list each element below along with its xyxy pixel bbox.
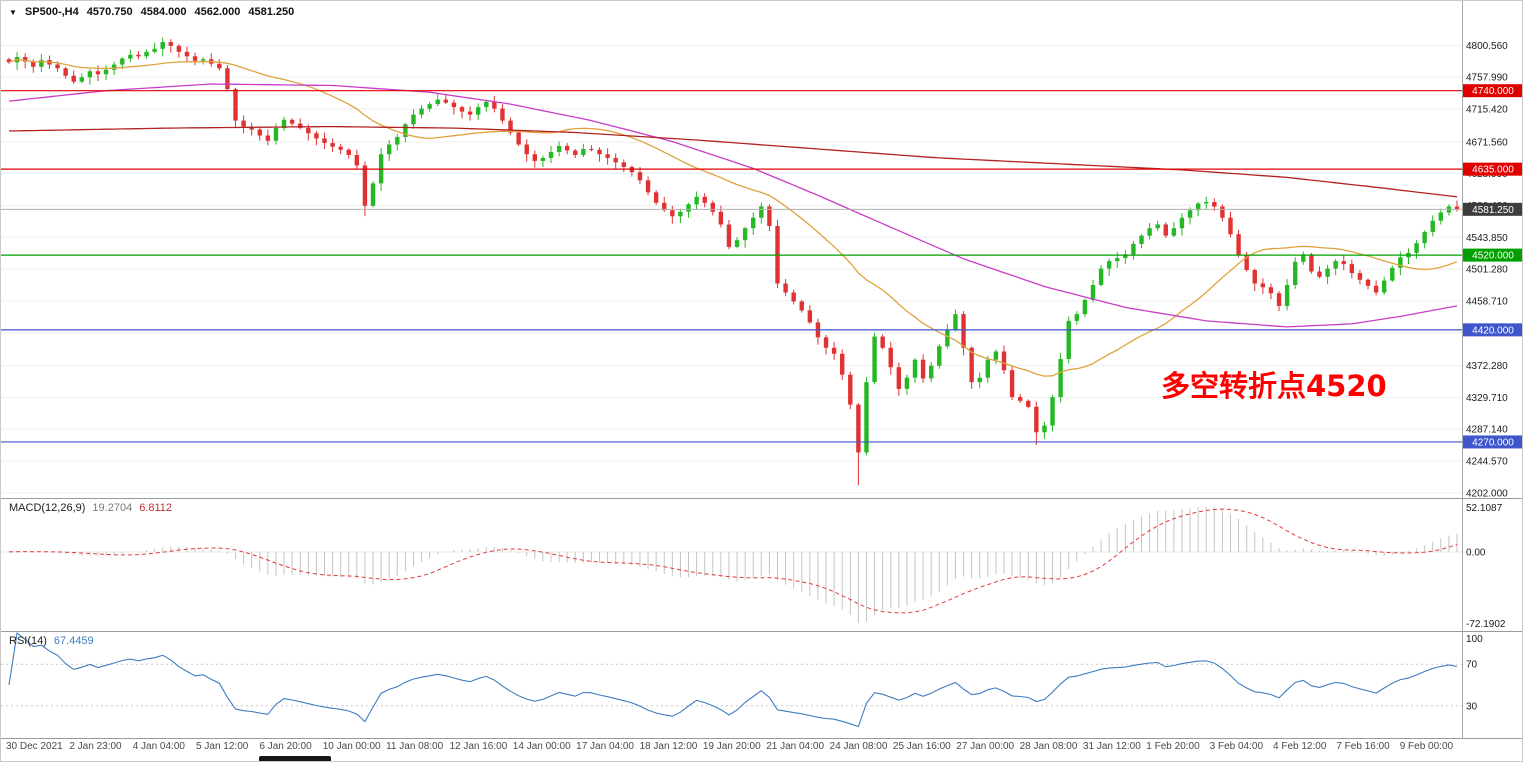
svg-text:4800.560: 4800.560	[1466, 41, 1508, 52]
symbol-timeframe-label: SP500-,H4	[24, 6, 79, 18]
price-badge: 4635.000	[1463, 162, 1522, 176]
date-tick-label: 11 Jan 08:00	[386, 741, 444, 752]
date-tick-label: 4 Feb 12:00	[1273, 741, 1327, 752]
date-tick-label: 18 Jan 12:00	[639, 741, 698, 752]
macd-indicator-label: MACD(12,26,9) 19.2704 6.8112	[9, 502, 172, 514]
macd-histogram	[16, 507, 1458, 623]
ohlc-open-value: 4570.750	[86, 6, 133, 18]
svg-text:4671.560: 4671.560	[1466, 137, 1508, 148]
price-badge: 4270.000	[1463, 435, 1522, 449]
rsi-panel-canvas[interactable]: 100 70 30	[1, 632, 1523, 738]
date-tick-label: 27 Jan 00:00	[956, 741, 1015, 752]
macd-signal-value: 6.8112	[139, 502, 173, 514]
svg-text:0.00: 0.00	[1466, 547, 1486, 558]
price-annotation-text: 多空转折点4520	[1161, 369, 1387, 403]
date-tick-label: 21 Jan 04:00	[766, 741, 825, 752]
price-badge: 4740.000	[1463, 84, 1522, 98]
svg-text:30: 30	[1466, 701, 1478, 712]
panel-divider[interactable]	[1, 631, 1522, 632]
price-badge: 4581.250	[1463, 202, 1522, 216]
ohlc-close-value: 4581.250	[248, 6, 295, 18]
svg-text:4329.710: 4329.710	[1466, 393, 1508, 404]
svg-text:4244.570: 4244.570	[1466, 456, 1508, 467]
ma-medium-line	[8, 83, 1458, 328]
svg-text:4520.000: 4520.000	[1472, 251, 1514, 262]
date-tick-label: 31 Jan 12:00	[1082, 741, 1141, 752]
date-tick-label: 9 Feb 00:00	[1399, 741, 1454, 752]
date-tick-label: 14 Jan 00:00	[512, 741, 571, 752]
panel-divider[interactable]	[1, 498, 1522, 499]
price-grid: 4800.5604757.9904715.4204671.5604628.990…	[1, 41, 1508, 498]
macd-name: MACD(12,26,9)	[9, 502, 86, 514]
svg-text:4202.000: 4202.000	[1466, 488, 1508, 498]
date-tick-label: 17 Jan 04:00	[576, 741, 634, 752]
date-tick-label: 28 Jan 08:00	[1019, 741, 1078, 752]
svg-text:4740.000: 4740.000	[1472, 86, 1514, 97]
ohlc-high-value: 4584.000	[140, 6, 187, 18]
macd-main-value: 19.2704	[92, 502, 133, 514]
ma-slow-line	[8, 125, 1458, 198]
svg-text:4458.710: 4458.710	[1466, 296, 1508, 307]
chart-menu-arrow-icon[interactable]: ▼	[9, 7, 17, 17]
price-badge: 4420.000	[1463, 323, 1522, 337]
date-tick-label: 7 Feb 16:00	[1336, 741, 1390, 752]
svg-text:100: 100	[1466, 634, 1483, 645]
ma-fast-line	[8, 59, 1458, 377]
svg-text:4635.000: 4635.000	[1472, 165, 1514, 176]
svg-text:4270.000: 4270.000	[1472, 437, 1514, 448]
date-tick-label: 5 Jan 12:00	[196, 741, 249, 752]
date-tick-label: 3 Feb 04:00	[1209, 741, 1264, 752]
date-tick-label: 24 Jan 08:00	[829, 741, 888, 752]
main-chart-canvas[interactable]: 4800.5604757.9904715.4204671.5604628.990…	[1, 1, 1523, 498]
date-tick-label: 25 Jan 16:00	[892, 741, 951, 752]
rsi-name: RSI(14)	[9, 635, 47, 647]
svg-text:70: 70	[1466, 660, 1478, 671]
date-tick-label: 6 Jan 20:00	[259, 741, 312, 752]
svg-text:4543.850: 4543.850	[1466, 233, 1508, 244]
date-tick-label: 30 Dec 2021	[6, 741, 63, 752]
date-tick-label: 4 Jan 04:00	[132, 741, 185, 752]
macd-panel-canvas[interactable]: 52.1087 0.00 -72.1902	[1, 499, 1523, 631]
svg-text:4501.280: 4501.280	[1466, 265, 1508, 276]
chart-ohlc-header: ▼ SP500-,H4 4570.750 4584.000 4562.000 4…	[9, 6, 294, 18]
date-tick-label: 12 Jan 16:00	[449, 741, 508, 752]
date-tick-label: 1 Feb 20:00	[1146, 741, 1200, 752]
svg-text:4420.000: 4420.000	[1472, 325, 1514, 336]
price-badge: 4520.000	[1463, 248, 1522, 262]
rsi-indicator-label: RSI(14) 67.4459	[9, 635, 94, 647]
ohlc-low-value: 4562.000	[194, 6, 241, 18]
svg-text:4287.140: 4287.140	[1466, 425, 1508, 436]
svg-text:4715.420: 4715.420	[1466, 105, 1508, 116]
panel-divider[interactable]	[1, 738, 1522, 739]
rsi-value: 67.4459	[53, 635, 94, 647]
date-tick-label: 19 Jan 20:00	[702, 741, 761, 752]
svg-text:4757.990: 4757.990	[1466, 73, 1508, 84]
svg-text:4581.250: 4581.250	[1472, 205, 1514, 216]
svg-text:52.1087: 52.1087	[1466, 503, 1503, 514]
date-tick-label: 10 Jan 00:00	[322, 741, 381, 752]
svg-text:4372.280: 4372.280	[1466, 361, 1508, 372]
scrollbar-thumb[interactable]	[259, 756, 331, 761]
macd-signal-line	[8, 508, 1458, 614]
horizontal-scrollbar[interactable]	[1, 754, 1522, 761]
rsi-line	[8, 632, 1458, 728]
svg-text:-72.1902: -72.1902	[1466, 619, 1506, 630]
date-tick-label: 2 Jan 23:00	[69, 741, 122, 752]
time-axis[interactable]: 30 Dec 2021 2 Jan 23:00 4 Jan 04:00 5 Jan 1…	[1, 739, 1522, 754]
